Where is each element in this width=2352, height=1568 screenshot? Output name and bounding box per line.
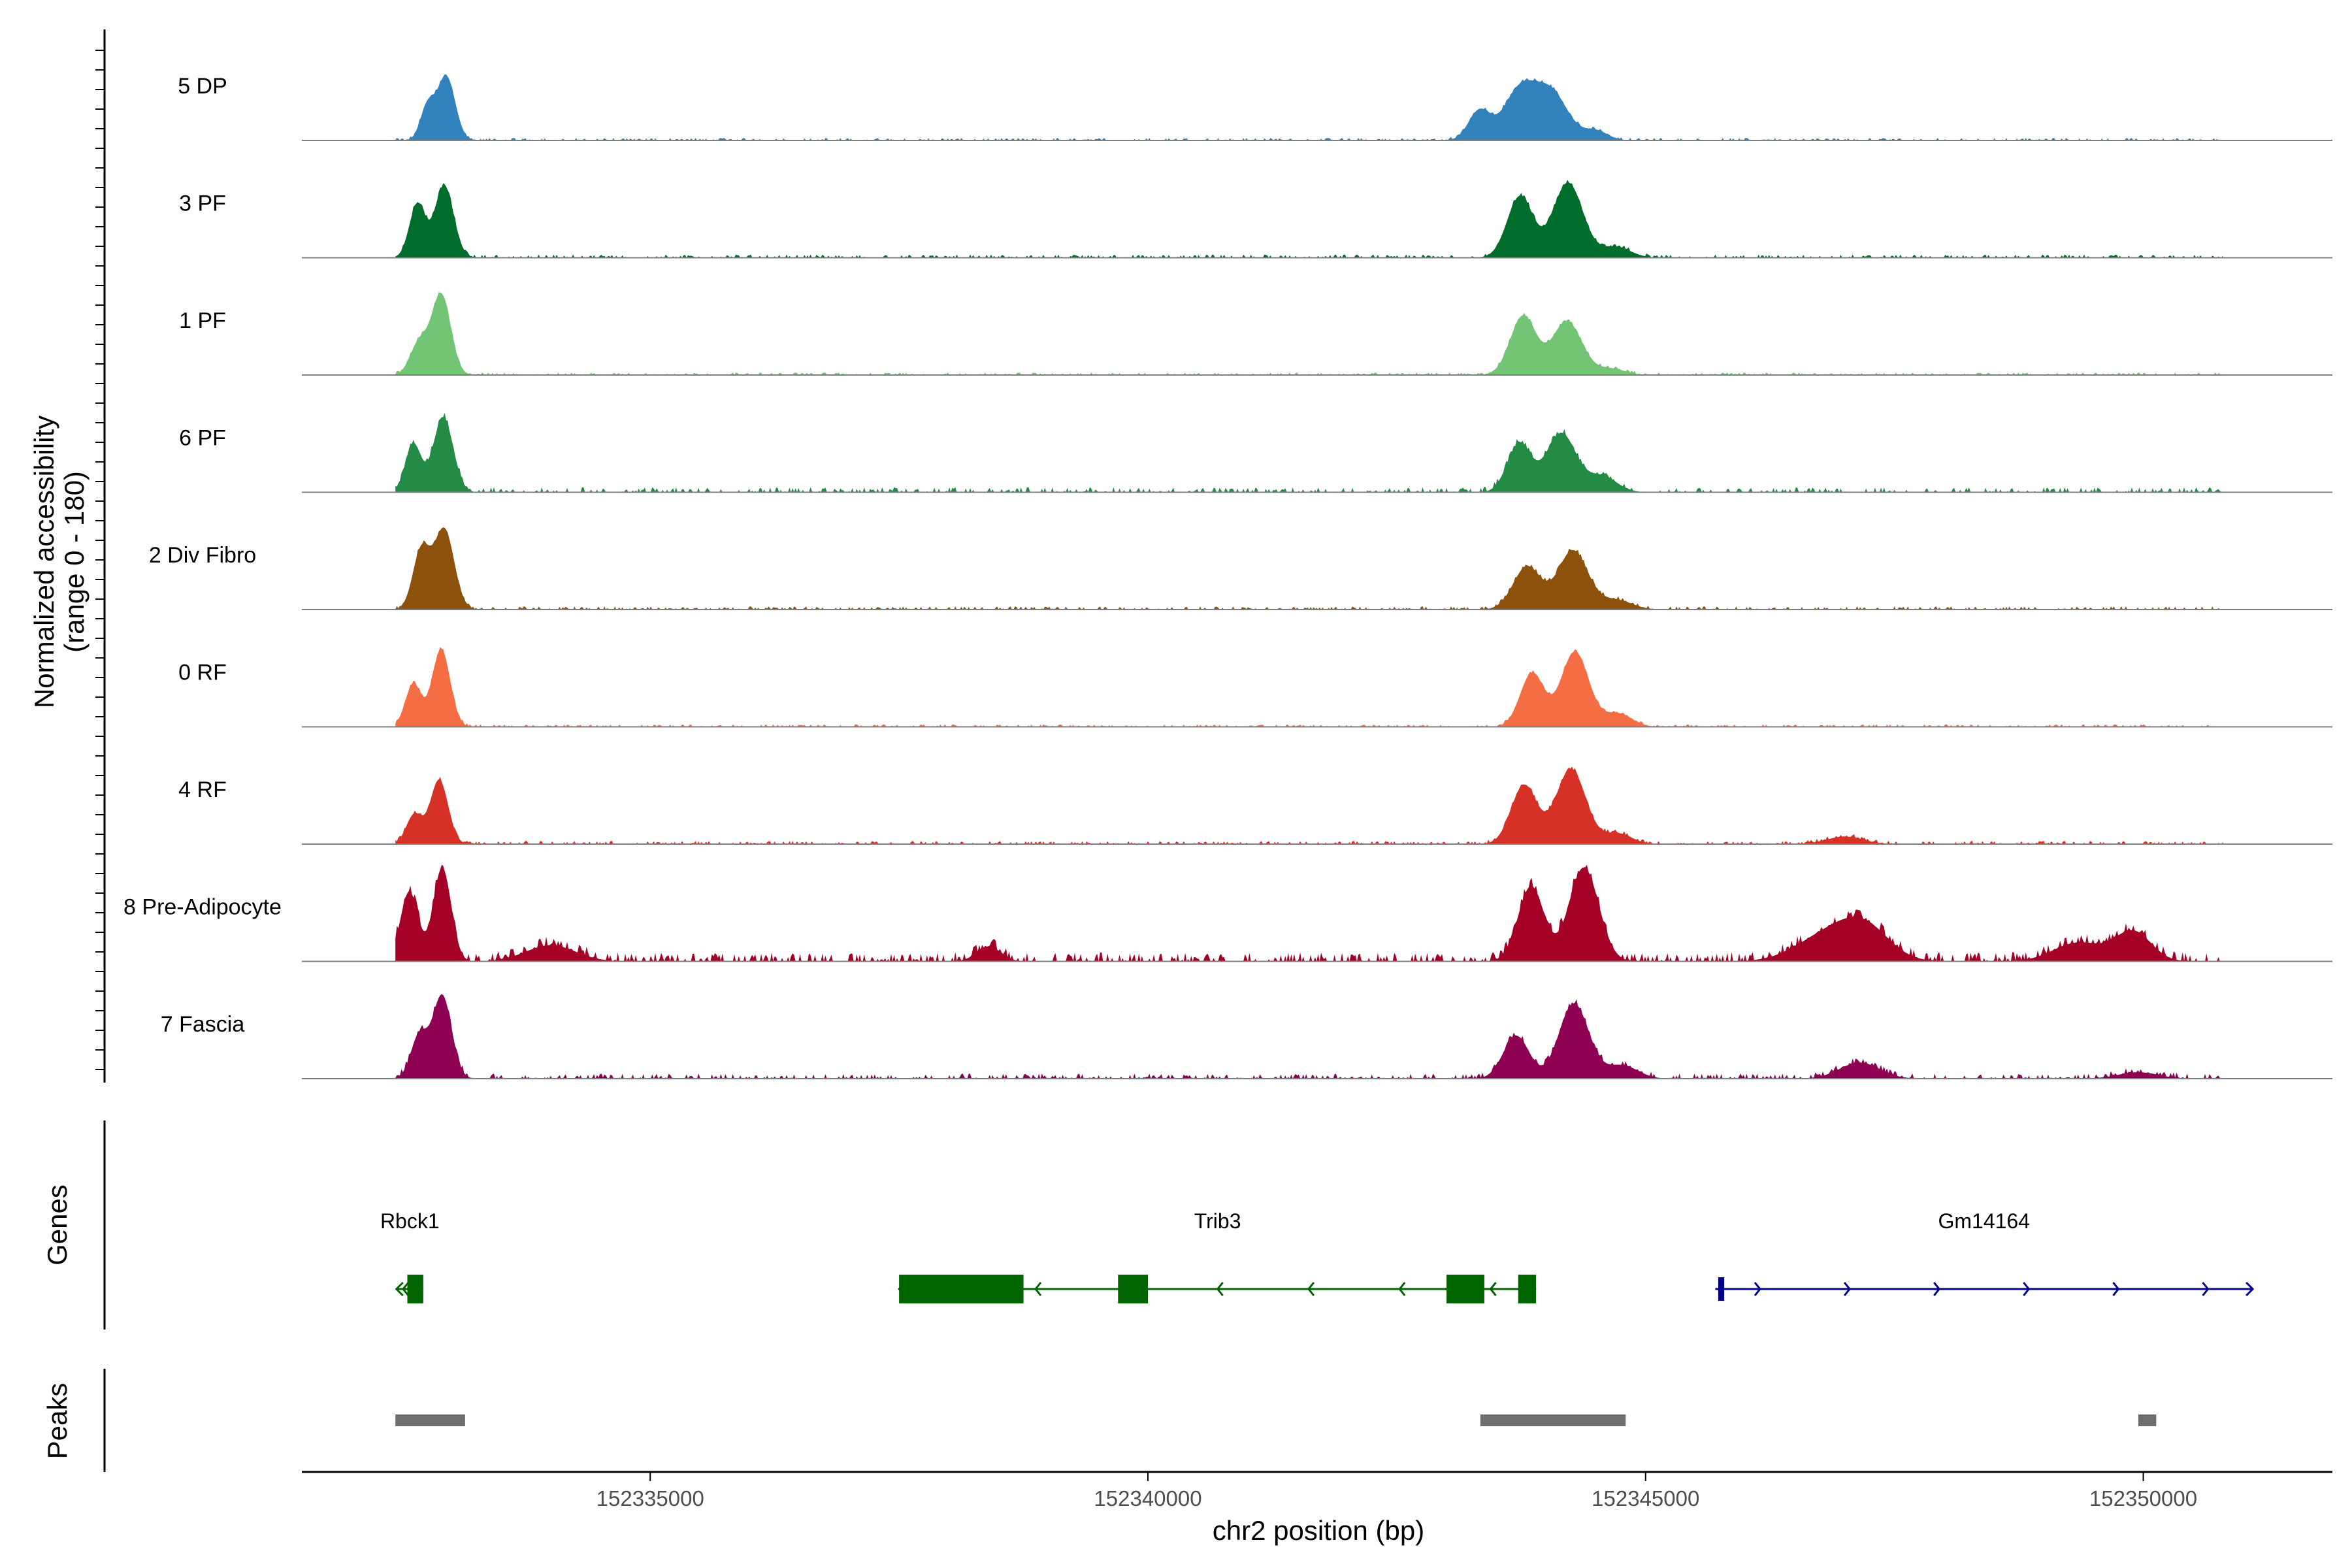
track-5-dp: 5 DP [178, 74, 2332, 141]
peak-region [2138, 1414, 2157, 1426]
strand-arrow [2246, 1281, 2255, 1297]
peaks-side-title: Peaks [42, 1383, 73, 1460]
strand-arrow [2202, 1282, 2210, 1296]
coverage-area [395, 864, 2223, 962]
coverage-area [395, 527, 2223, 610]
x-tick-label: 152340000 [1094, 1486, 1201, 1511]
gene-exon [1718, 1277, 1725, 1301]
coverage-area [395, 292, 2223, 375]
strand-arrow [1307, 1282, 1315, 1296]
gene-exon [1118, 1275, 1148, 1303]
peak-region [395, 1414, 465, 1426]
peaks-track [103, 1369, 2157, 1472]
coverage-tracks: 5 DP 3 PF 1 PF 6 PF 2 Div Fibro 0 RF 4 RF 8 Pre… [123, 74, 2332, 1079]
strand-arrow [1216, 1282, 1224, 1296]
gene-annotation-track: Rbck1 Trib3 Gm14164 [103, 1120, 2255, 1330]
coverage-area [395, 413, 2223, 493]
gene-rbck1: Rbck1 [380, 1209, 440, 1303]
strand-arrow [1933, 1282, 1941, 1296]
track-label: 4 RF [178, 777, 227, 802]
y-axis [95, 29, 106, 1083]
y-axis-title: Normalized accessibility [29, 416, 59, 708]
strand-arrow [1034, 1282, 1042, 1296]
strand-arrow [2112, 1282, 2120, 1296]
strand-arrow [395, 1281, 404, 1297]
track-7-fascia: 7 Fascia [161, 994, 2332, 1079]
x-tick-label: 152335000 [596, 1486, 704, 1511]
coverage-area [395, 994, 2223, 1079]
x-tick-label: 152345000 [1592, 1486, 1699, 1511]
x-axis: 152335000 152340000 152345000 152350000 [302, 1471, 2332, 1511]
strand-arrow [2023, 1282, 2031, 1296]
track-3-pf: 3 PF [179, 180, 2332, 259]
gene-exon [899, 1275, 1024, 1303]
track-label: 2 Div Fibro [149, 543, 256, 568]
track-4-rf: 4 RF [178, 766, 2332, 845]
strand-arrow [1843, 1282, 1852, 1296]
x-axis-title: chr2 position (bp) [1213, 1515, 1425, 1546]
track-0-rf: 0 RF [178, 647, 2332, 728]
track-2-div-fibro: 2 Div Fibro [149, 527, 2332, 610]
track-label: 7 Fascia [161, 1012, 245, 1037]
gene-exon [407, 1275, 423, 1303]
y-axis-subtitle: (range 0 - 180) [59, 471, 90, 653]
strand-arrow [1398, 1282, 1406, 1296]
gene-trib3: Trib3 [897, 1209, 1537, 1303]
gene-exon [1446, 1275, 1484, 1303]
track-1-pf: 1 PF [179, 292, 2332, 376]
track-label: 6 PF [179, 426, 226, 451]
coverage-area [395, 766, 2223, 844]
peak-region [1480, 1414, 1626, 1426]
track-8-pre-adipocyte: 8 Pre-Adipocyte [123, 864, 2332, 962]
coverage-area [395, 74, 2223, 140]
gene-gm14164: Gm14164 [1715, 1209, 2255, 1301]
track-label: 5 DP [178, 74, 227, 99]
track-6-pf: 6 PF [179, 413, 2332, 493]
track-label: 3 PF [179, 191, 226, 216]
gene-label: Trib3 [1194, 1209, 1241, 1233]
gene-exon [1518, 1275, 1537, 1303]
coverage-area [395, 180, 2223, 258]
gene-label: Rbck1 [380, 1209, 440, 1233]
x-tick-label: 152350000 [2089, 1486, 2197, 1511]
strand-arrow [402, 1282, 410, 1296]
genes-side-title: Genes [42, 1184, 73, 1266]
gene-label: Gm14164 [1938, 1209, 2030, 1233]
track-label: 1 PF [179, 308, 226, 333]
strand-arrow [1754, 1282, 1761, 1296]
strand-arrow [1489, 1282, 1497, 1296]
coverage-area [395, 647, 2223, 727]
track-label: 0 RF [178, 661, 227, 685]
track-label: 8 Pre-Adipocyte [123, 895, 282, 920]
